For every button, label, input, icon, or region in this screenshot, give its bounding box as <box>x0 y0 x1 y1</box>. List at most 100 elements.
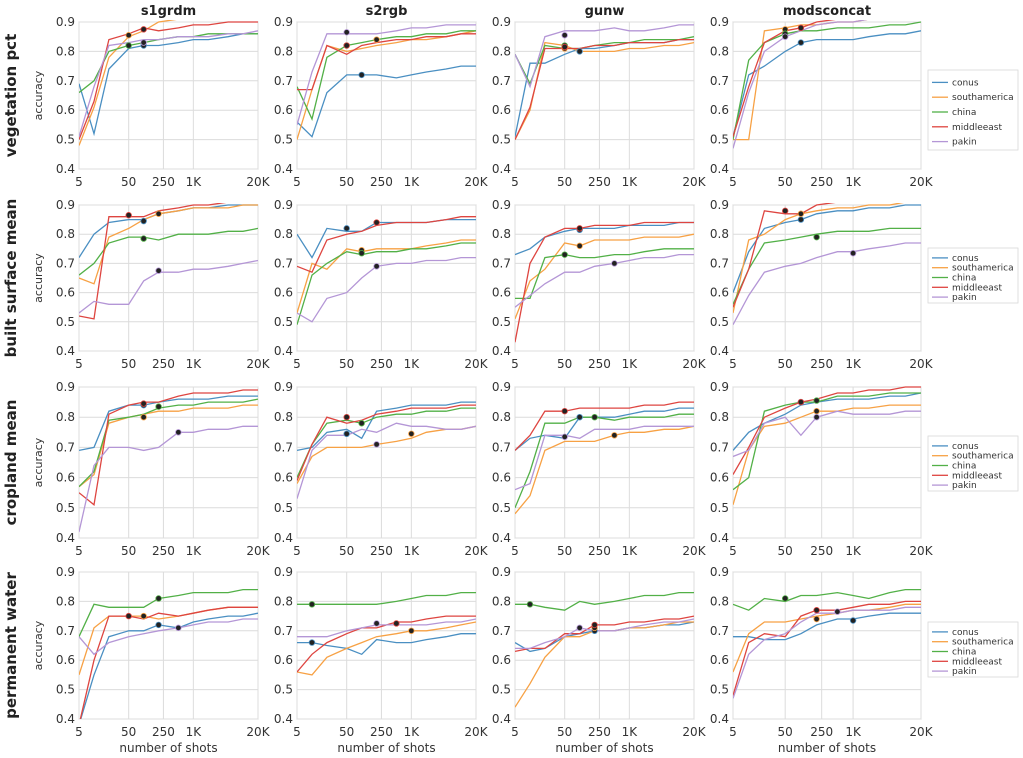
y-tick-label: 0.4 <box>710 531 729 545</box>
x-tick-label: 50 <box>121 725 136 739</box>
y-tick-label: 0.8 <box>710 594 729 608</box>
best-point-marker-middleeast <box>797 398 805 406</box>
best-point-marker-conus <box>576 414 583 421</box>
y-tick-label: 0.8 <box>710 227 729 241</box>
x-tick-label: 1K <box>404 175 421 189</box>
y-tick-label: 0.4 <box>492 344 511 358</box>
best-point-marker-pakin <box>175 624 182 632</box>
y-tick-label: 0.9 <box>274 565 293 579</box>
y-tick-label: 0.4 <box>492 712 511 726</box>
best-point-marker-china <box>308 601 316 608</box>
y-tick-label: 0.5 <box>492 683 511 697</box>
best-point-marker-conus <box>155 621 162 629</box>
series-line-pakin <box>297 422 476 499</box>
y-axis-label: accuracy <box>32 437 45 487</box>
best-point-marker-middleeast <box>343 42 350 49</box>
series-line-china <box>297 30 476 121</box>
x-tick-label: 1K <box>845 725 862 739</box>
x-tick-label: 250 <box>810 725 833 739</box>
y-tick-label: 0.6 <box>492 471 511 485</box>
y-tick-label: 0.9 <box>492 15 511 29</box>
y-tick-label: 0.7 <box>710 74 729 88</box>
x-tick-label: 5 <box>293 357 301 371</box>
series-line-middleeast <box>515 401 694 451</box>
best-point-marker-southamerica <box>155 210 162 217</box>
x-tick-label: 250 <box>588 544 611 558</box>
y-tick-label: 0.6 <box>710 286 729 300</box>
series-line-southamerica <box>79 20 177 146</box>
y-tick-label: 0.5 <box>492 133 511 147</box>
column-title-s1grdm: s1grdm <box>141 4 196 19</box>
y-tick-label: 0.8 <box>56 44 75 58</box>
series-line-middleeast <box>79 606 258 719</box>
x-tick-label: 20K <box>246 175 270 189</box>
best-point-marker-china <box>591 414 598 421</box>
row-title-vegetation-pct: vegetation pct <box>2 34 20 157</box>
panel-frame <box>296 204 477 352</box>
best-point-marker-middleeast <box>576 225 583 232</box>
legend-box <box>927 69 1019 151</box>
best-point-marker-pakin <box>834 608 841 615</box>
x-tick-label: 50 <box>557 357 572 371</box>
legend-label-conus: conus <box>952 442 979 452</box>
y-tick-label: 0.6 <box>56 103 75 117</box>
best-point-marker-middleeast <box>393 620 400 627</box>
series-line-southamerica <box>733 203 905 314</box>
x-tick-label: 20K <box>682 175 706 189</box>
x-tick-label: 20K <box>682 357 706 371</box>
best-point-marker-conus <box>849 617 857 624</box>
y-tick-label: 0.7 <box>274 440 293 454</box>
best-point-marker-pakin <box>175 429 182 436</box>
legend-label-middleeast: middleeast <box>952 283 1002 293</box>
best-point-marker-conus <box>576 48 583 55</box>
y-tick-label: 0.9 <box>274 15 293 29</box>
best-point-marker-conus <box>797 39 805 46</box>
best-point-marker-southamerica <box>797 210 805 217</box>
y-tick-label: 0.4 <box>274 531 293 545</box>
best-point-marker-middleeast <box>343 414 350 421</box>
y-tick-label: 0.7 <box>56 624 75 638</box>
legend-label-china: china <box>952 648 976 658</box>
legend-label-china: china <box>952 108 976 118</box>
x-tick-label: 50 <box>778 544 793 558</box>
x-tick-label: 20K <box>682 544 706 558</box>
y-tick-label: 0.5 <box>274 315 293 329</box>
series-line-china <box>515 36 694 86</box>
y-tick-label: 0.6 <box>710 471 729 485</box>
y-axis-label: accuracy <box>32 70 45 120</box>
best-point-marker-southamerica <box>140 414 147 421</box>
y-axis-label: accuracy <box>32 620 45 670</box>
best-point-marker-china <box>526 601 534 608</box>
y-tick-label: 0.8 <box>710 410 729 424</box>
y-tick-label: 0.6 <box>274 286 293 300</box>
x-tick-label: 5 <box>511 357 519 371</box>
y-tick-label: 0.9 <box>56 380 75 394</box>
x-tick-label: 250 <box>588 725 611 739</box>
y-tick-label: 0.7 <box>710 440 729 454</box>
y-tick-label: 0.8 <box>492 227 511 241</box>
series-line-china <box>515 413 694 509</box>
x-tick-label: 250 <box>370 725 393 739</box>
y-axis-label: accuracy <box>32 253 45 303</box>
x-tick-label: 1K <box>622 725 639 739</box>
series-line-conus <box>297 401 476 452</box>
best-point-marker-conus <box>308 639 316 646</box>
y-tick-label: 0.4 <box>492 531 511 545</box>
best-point-marker-pakin <box>373 620 380 627</box>
best-point-marker-southamerica <box>125 32 132 39</box>
series-line-conus <box>733 30 921 137</box>
best-point-marker-middleeast <box>125 612 132 620</box>
y-tick-label: 0.4 <box>710 344 729 358</box>
x-tick-label: 5 <box>729 175 737 189</box>
series-line-pakin <box>79 259 258 314</box>
best-point-marker-southamerica <box>408 627 415 634</box>
x-tick-label: 250 <box>810 544 833 558</box>
y-tick-label: 0.9 <box>710 565 729 579</box>
x-tick-label: 1K <box>845 357 862 371</box>
best-point-marker-pakin <box>813 414 820 421</box>
legend-label-middleeast: middleeast <box>952 657 1002 667</box>
legend-label-conus: conus <box>952 78 979 88</box>
y-tick-label: 0.6 <box>710 653 729 667</box>
x-tick-label: 20K <box>682 725 706 739</box>
